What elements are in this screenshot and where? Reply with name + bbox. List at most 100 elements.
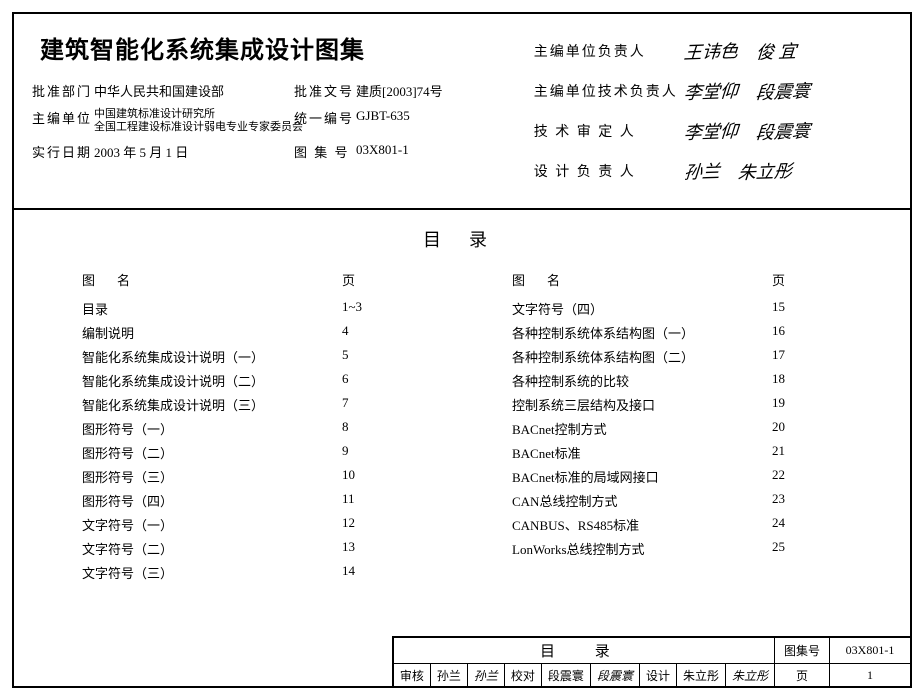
toc-item-name: 图形符号（一） <box>82 419 342 438</box>
proof-label: 校对 <box>504 664 541 687</box>
toc-row: 控制系统三层结构及接口19 <box>512 395 862 414</box>
check-label: 审核 <box>393 664 430 687</box>
toc-row: 各种控制系统体系结构图（二）17 <box>512 347 862 366</box>
toc-row: CAN总线控制方式23 <box>512 491 862 510</box>
signature: 段震寰 <box>755 77 811 105</box>
toc-row: 图形符号（三）10 <box>82 467 432 486</box>
toc-item-name: CAN总线控制方式 <box>512 491 772 510</box>
toc-item-page: 9 <box>342 443 349 462</box>
toc-item-page: 8 <box>342 419 349 438</box>
toc-item-page: 5 <box>342 347 349 366</box>
meta-value: 03X801-1 <box>356 142 409 161</box>
toc-item-name: BACnet标准的局域网接口 <box>512 467 772 486</box>
design-name: 朱立彤 <box>676 664 725 687</box>
toc-row: 文字符号（一）12 <box>82 515 432 534</box>
signature: 朱立彤 <box>737 157 793 185</box>
toc-row: 文字符号（二）13 <box>82 539 432 558</box>
toc-item-page: 7 <box>342 395 349 414</box>
signature-label: 主编单位负责人 <box>534 41 684 61</box>
signature-label: 设 计 负 责 人 <box>534 161 684 181</box>
document-page: 建筑智能化系统集成设计图集 批准部门中华人民共和国建设部批准文号建质[2003]… <box>12 12 912 688</box>
toc-row: 目录1~3 <box>82 299 432 318</box>
toc-item-name: 各种控制系统体系结构图（一） <box>512 323 772 342</box>
toc-row: 各种控制系统的比较18 <box>512 371 862 390</box>
header: 建筑智能化系统集成设计图集 批准部门中华人民共和国建设部批准文号建质[2003]… <box>14 14 910 210</box>
toc-row: CANBUS、RS485标准24 <box>512 515 862 534</box>
check-name: 孙兰 <box>430 664 467 687</box>
toc-head-page: 页 <box>342 270 357 289</box>
toc-row: 智能化系统集成设计说明（三）7 <box>82 395 432 414</box>
toc-item-name: 智能化系统集成设计说明（三） <box>82 395 342 414</box>
signature: 王讳色 <box>683 37 739 65</box>
signature: 孙兰 <box>683 157 721 184</box>
signature-row: 主编单位技术负责人李堂仰段震寰 <box>534 78 892 104</box>
signature-row: 设 计 负 责 人孙兰朱立彤 <box>534 158 892 184</box>
toc-item-name: BACnet控制方式 <box>512 419 772 438</box>
toc-row: 各种控制系统体系结构图（一）16 <box>512 323 862 342</box>
design-label: 设计 <box>639 664 676 687</box>
toc-head-name: 图名 <box>82 270 342 289</box>
toc-item-page: 16 <box>772 323 785 342</box>
meta-label: 批准文号 <box>294 81 356 100</box>
toc-item-name: 编制说明 <box>82 323 342 342</box>
footer-title: 目 录 <box>540 644 628 660</box>
toc-row: 图形符号（四）11 <box>82 491 432 510</box>
toc-item-name: 文字符号（四） <box>512 299 772 318</box>
meta-value: 中华人民共和国建设部 <box>94 81 294 100</box>
toc-item-page: 22 <box>772 467 785 486</box>
meta-row: 主编单位中国建筑标准设计研究所 全国工程建设标准设计弱电专业专家委员会统一编号G… <box>32 108 498 134</box>
toc-item-page: 21 <box>772 443 785 462</box>
toc-item-page: 24 <box>772 515 785 534</box>
meta-label: 批准部门 <box>32 81 94 100</box>
meta-row: 实行日期2003 年 5 月 1 日图 集 号03X801-1 <box>32 142 498 161</box>
toc-item-name: BACnet标准 <box>512 443 772 462</box>
toc-item-name: CANBUS、RS485标准 <box>512 515 772 534</box>
toc-item-name: 图形符号（四） <box>82 491 342 510</box>
toc-head-name: 图名 <box>512 270 772 289</box>
toc-row: 文字符号（四）15 <box>512 299 862 318</box>
meta-value: 中国建筑标准设计研究所 全国工程建设标准设计弱电专业专家委员会 <box>94 108 294 134</box>
toc-item-page: 18 <box>772 371 785 390</box>
footer-title-block: 目 录图集号03X801-1审核孙兰孙兰校对段震寰段震寰设计朱立彤朱立彤页1 <box>392 636 912 688</box>
toc-item-name: 智能化系统集成设计说明（二） <box>82 371 342 390</box>
toc-row: 图形符号（二）9 <box>82 443 432 462</box>
toc-item-page: 17 <box>772 347 785 366</box>
signature: 李堂仰 <box>683 117 739 145</box>
toc-item-page: 6 <box>342 371 349 390</box>
signature-label: 主编单位技术负责人 <box>534 81 684 101</box>
toc-row: 智能化系统集成设计说明（二）6 <box>82 371 432 390</box>
toc-item-page: 19 <box>772 395 785 414</box>
toc-item-name: 文字符号（一） <box>82 515 342 534</box>
meta-value: GJBT-635 <box>356 108 410 134</box>
toc-item-page: 20 <box>772 419 785 438</box>
main-title: 建筑智能化系统集成设计图集 <box>40 30 498 65</box>
toc-item-page: 13 <box>342 539 355 558</box>
toc-row: 智能化系统集成设计说明（一）5 <box>82 347 432 366</box>
toc-row: BACnet控制方式20 <box>512 419 862 438</box>
toc-item-page: 4 <box>342 323 349 342</box>
toc-item-name: 图形符号（二） <box>82 443 342 462</box>
signature-label: 技 术 审 定 人 <box>534 121 684 141</box>
header-right: 主编单位负责人王讳色俊 宜主编单位技术负责人李堂仰段震寰技 术 审 定 人李堂仰… <box>516 14 910 208</box>
toc-row: 图形符号（一）8 <box>82 419 432 438</box>
toc-title: 目录 <box>46 226 892 252</box>
meta-label: 图 集 号 <box>294 142 356 161</box>
toc-row: 文字符号（三）14 <box>82 563 432 582</box>
toc-item-page: 14 <box>342 563 355 582</box>
toc-left-col: 图名 页 目录1~3编制说明4智能化系统集成设计说明（一）5智能化系统集成设计说… <box>32 270 462 587</box>
toc-item-name: 目录 <box>82 299 342 318</box>
toc-item-page: 1~3 <box>342 299 362 318</box>
toc-item-name: 智能化系统集成设计说明（一） <box>82 347 342 366</box>
toc-item-name: 文字符号（二） <box>82 539 342 558</box>
toc-item-name: 文字符号（三） <box>82 563 342 582</box>
proof-name: 段震寰 <box>541 664 590 687</box>
toc-item-name: 各种控制系统体系结构图（二） <box>512 347 772 366</box>
design-signature: 朱立彤 <box>725 664 774 687</box>
toc-row: 编制说明4 <box>82 323 432 342</box>
toc-row: BACnet标准的局域网接口22 <box>512 467 862 486</box>
body: 目录 图名 页 目录1~3编制说明4智能化系统集成设计说明（一）5智能化系统集成… <box>14 210 910 686</box>
toc-item-page: 10 <box>342 467 355 486</box>
toc-columns: 图名 页 目录1~3编制说明4智能化系统集成设计说明（一）5智能化系统集成设计说… <box>32 270 892 587</box>
signature: 李堂仰 <box>683 77 739 105</box>
toc-item-name: 控制系统三层结构及接口 <box>512 395 772 414</box>
